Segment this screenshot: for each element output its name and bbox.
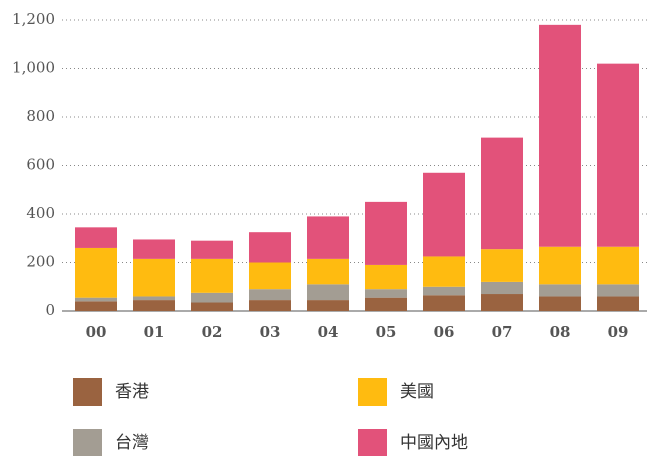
y-tick-label: 200	[26, 253, 55, 271]
bar-segment	[133, 239, 175, 259]
bar-segment	[597, 284, 639, 297]
bar-segment	[249, 232, 291, 263]
y-tick-label: 800	[26, 107, 55, 125]
y-tick-label: 1,200	[12, 10, 55, 28]
bar-segment	[307, 300, 349, 311]
x-tick-label: 02	[202, 323, 223, 341]
legend-swatch	[358, 378, 387, 406]
bar-segment	[75, 227, 117, 248]
bar-segment	[133, 258, 175, 297]
legend-swatch	[73, 429, 102, 456]
x-tick-label: 08	[550, 323, 571, 341]
bar-segment	[249, 300, 291, 311]
bar-segment	[249, 262, 291, 290]
bar-segment	[307, 258, 349, 285]
legend-label: 中國內地	[400, 433, 468, 453]
y-tick-label: 1,000	[12, 59, 55, 77]
bar-segment	[365, 297, 407, 311]
y-tick-label: 0	[45, 301, 55, 319]
bar-segment	[75, 247, 117, 298]
legend-label: 台灣	[115, 433, 149, 453]
legend-label: 香港	[115, 382, 149, 402]
x-tick-label: 03	[260, 323, 281, 341]
x-tick-label: 09	[608, 323, 629, 341]
bar-segment	[133, 296, 175, 301]
bar-segment	[75, 301, 117, 311]
bar-segment	[597, 296, 639, 311]
x-tick-label: 05	[376, 323, 397, 341]
bar-segment	[423, 286, 465, 296]
bar-segment	[307, 284, 349, 301]
bar-segment	[539, 284, 581, 297]
bar-segment	[539, 246, 581, 285]
bar-segment	[133, 300, 175, 311]
x-tick-label: 07	[492, 323, 513, 341]
bar-segment	[423, 295, 465, 311]
bar-segment	[481, 249, 523, 282]
bar-segment	[191, 240, 233, 259]
x-tick-label: 04	[318, 323, 339, 341]
bar-segment	[365, 201, 407, 265]
bar-segment	[249, 289, 291, 301]
x-tick-label: 01	[144, 323, 165, 341]
bar-segment	[191, 302, 233, 311]
legend-swatch	[73, 378, 102, 406]
bar-segment	[365, 264, 407, 290]
bar-segment	[191, 292, 233, 303]
bar-segment	[597, 63, 639, 247]
x-tick-label: 00	[86, 323, 107, 341]
bar-segment	[481, 137, 523, 250]
bar-segment	[423, 256, 465, 287]
bar-segment	[481, 281, 523, 295]
bar-segment	[307, 216, 349, 259]
legend-swatch	[358, 429, 387, 456]
bar-segment	[597, 246, 639, 285]
legend-label: 美國	[400, 382, 434, 402]
bar-segment	[75, 297, 117, 302]
bar-segment	[191, 258, 233, 293]
y-tick-label: 400	[26, 204, 55, 222]
bar-segment	[423, 172, 465, 257]
bar-segment	[365, 289, 407, 298]
y-tick-label: 600	[26, 156, 55, 174]
bar-segment	[481, 294, 523, 311]
x-tick-label: 06	[434, 323, 455, 341]
bar-segment	[539, 24, 581, 247]
bar-segment	[539, 296, 581, 311]
